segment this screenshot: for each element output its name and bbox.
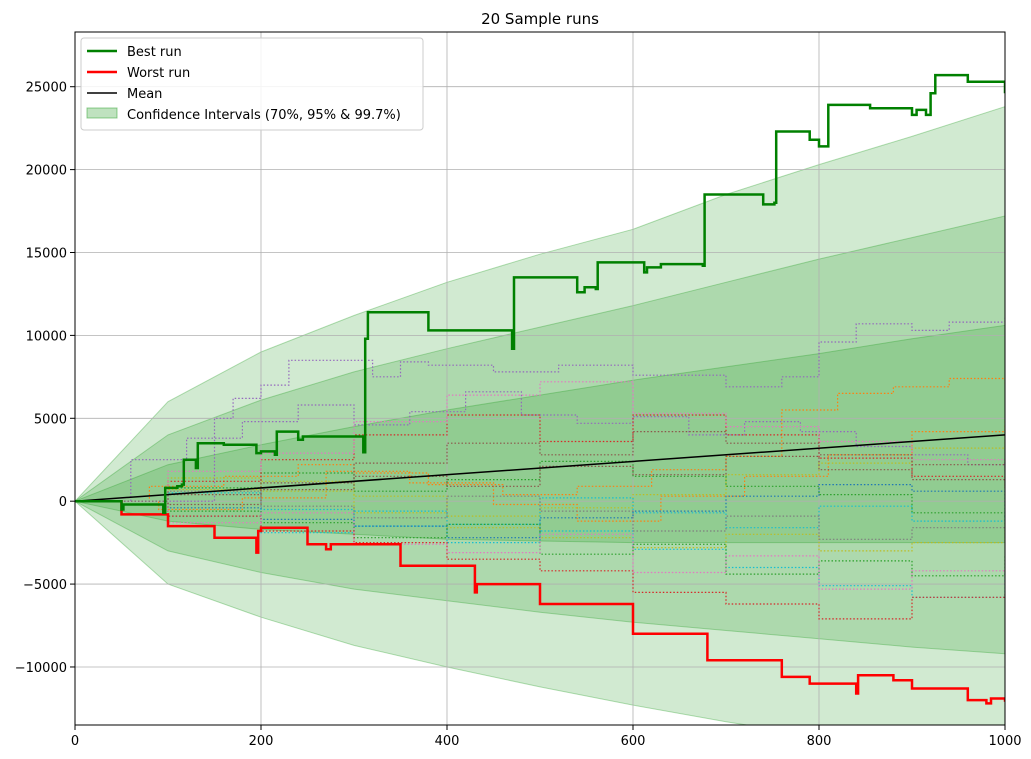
y-tick-label: 5000 — [34, 412, 67, 427]
run-pink-2 — [75, 500, 1005, 590]
x-tick-label: 1000 — [988, 734, 1021, 749]
worst-run-line — [75, 499, 1005, 705]
x-tick-label: 0 — [71, 734, 79, 749]
legend-box — [80, 37, 424, 131]
legend-label-mean: Mean — [127, 87, 162, 102]
x-axis: 0 200 400 600 800 1000 — [71, 725, 1022, 749]
plot-area — [75, 32, 1005, 725]
y-axis: −10000 −5000 0 5000 10000 15000 20000 25000 — [15, 81, 75, 676]
y-tick-label: −10000 — [15, 661, 67, 676]
chart-title: 20 Sample runs — [481, 10, 599, 28]
legend: Best run Worst run Mean Confidence Inter… — [80, 37, 424, 131]
run-purple-2 — [75, 391, 1005, 502]
run-orange-1 — [75, 377, 1005, 502]
y-tick-label: 15000 — [26, 247, 67, 262]
x-tick-label: 600 — [621, 734, 646, 749]
y-tick-label: 25000 — [26, 81, 67, 96]
mean-line — [75, 434, 1005, 502]
run-pink-1 — [75, 381, 1005, 502]
x-tick-label: 400 — [435, 734, 460, 749]
run-red-2 — [75, 414, 1005, 502]
run-gray-1 — [75, 490, 1005, 543]
plot-frame — [74, 31, 1006, 726]
confidence-band-997 — [75, 106, 1005, 725]
y-tick-label: 20000 — [26, 164, 67, 179]
y-tick-label: −5000 — [23, 578, 67, 593]
run-brown-2 — [75, 455, 1005, 506]
legend-label-worst-run: Worst run — [127, 66, 190, 81]
legend-patch-confidence — [86, 107, 118, 119]
confidence-band-70 — [75, 324, 1005, 544]
y-tick-label: 0 — [59, 495, 67, 510]
legend-label-confidence: Confidence Intervals (70%, 95% & 99.7%) — [127, 108, 401, 123]
highlight-runs — [75, 73, 1005, 705]
sample-runs — [75, 315, 1005, 620]
best-run-line — [75, 73, 1005, 515]
x-tick-label: 200 — [249, 734, 274, 749]
run-green-2 — [75, 500, 1005, 577]
run-cyan-1 — [75, 497, 1005, 534]
run-orange-2 — [75, 424, 1005, 522]
legend-label-best-run: Best run — [127, 45, 182, 60]
run-purple-top — [75, 315, 1005, 502]
x-tick-label: 800 — [807, 734, 832, 749]
y-tick-label: 10000 — [26, 329, 67, 344]
